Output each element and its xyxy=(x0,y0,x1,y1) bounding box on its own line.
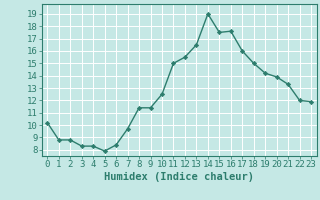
X-axis label: Humidex (Indice chaleur): Humidex (Indice chaleur) xyxy=(104,172,254,182)
